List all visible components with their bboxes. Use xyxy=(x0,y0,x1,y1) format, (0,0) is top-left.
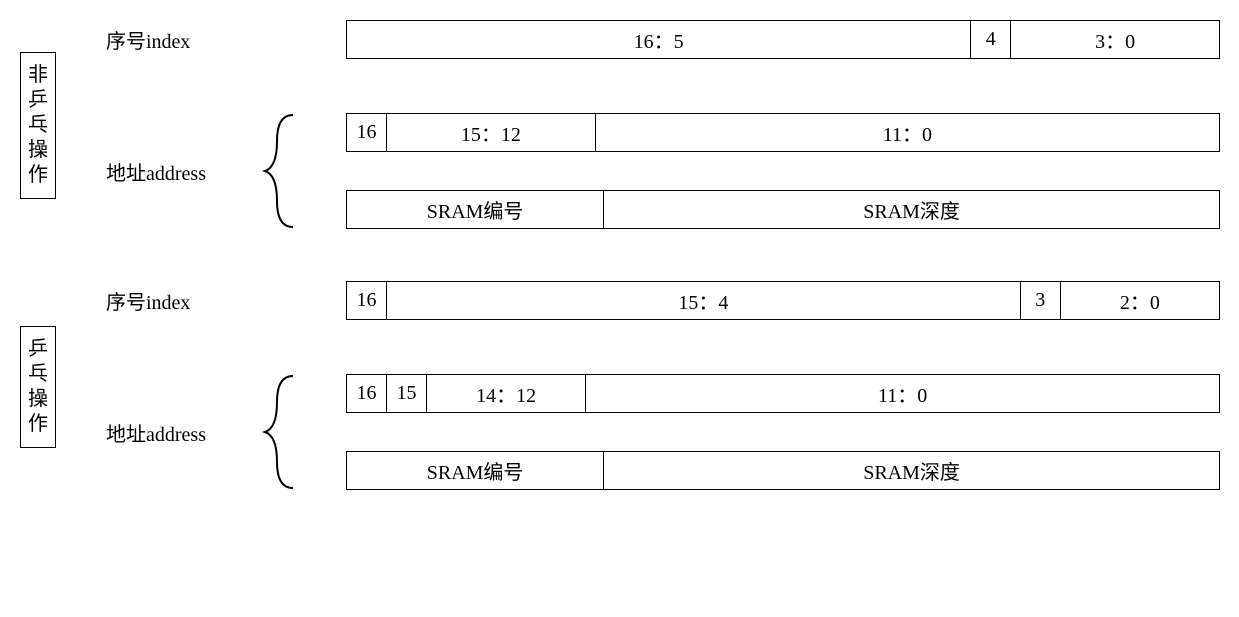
bitrow-address-labels-nonpingpong: SRAM编号 SRAM深度 xyxy=(346,190,1220,229)
cell: 16 xyxy=(347,114,387,151)
cell: 15：4 xyxy=(387,282,1021,319)
cell: 4 xyxy=(971,21,1011,58)
cell: 15 xyxy=(387,375,427,412)
vchar: 乒 xyxy=(28,88,48,113)
vchar: 操 xyxy=(28,138,48,163)
vchar: 乒 xyxy=(28,337,48,362)
cell: SRAM编号 xyxy=(347,452,604,489)
bitrow-address-labels-pingpong: SRAM编号 SRAM深度 xyxy=(346,451,1220,490)
vchar: 非 xyxy=(28,63,48,88)
brace-icon xyxy=(256,111,306,231)
label-address: 地址address xyxy=(106,418,256,447)
address-group-pingpong: 地址address 16 15 14：12 11：0 SRAM编号 xyxy=(106,372,1220,492)
cell: 14：12 xyxy=(427,375,586,412)
diagram: 非 乒 乓 操 作 序号index 16：5 4 3：0 地址address xyxy=(20,20,1220,492)
bitrow-index-pingpong: 16 15：4 3 2：0 xyxy=(346,281,1220,320)
label-index: 序号index xyxy=(106,25,346,54)
cell: 11：0 xyxy=(586,375,1219,412)
row-index-nonpingpong: 序号index 16：5 4 3：0 xyxy=(106,20,1220,59)
vchar: 乓 xyxy=(28,362,48,387)
bitrow-address-bits-pingpong: 16 15 14：12 11：0 xyxy=(346,374,1220,413)
cell: SRAM深度 xyxy=(604,191,1219,228)
row-index-pingpong: 序号index 16 15：4 3 2：0 xyxy=(106,281,1220,320)
content-nonpingpong: 序号index 16：5 4 3：0 地址address 16 xyxy=(106,20,1220,231)
section-pingpong: 乒 乓 操 作 序号index 16 15：4 3 2：0 地址address xyxy=(20,281,1220,492)
cell: 3：0 xyxy=(1011,21,1219,58)
content-pingpong: 序号index 16 15：4 3 2：0 地址address xyxy=(106,281,1220,492)
vchar: 操 xyxy=(28,387,48,412)
cell: 3 xyxy=(1021,282,1061,319)
label-index: 序号index xyxy=(106,286,346,315)
label-address: 地址address xyxy=(106,157,256,186)
address-rows-pingpong: 16 15 14：12 11：0 SRAM编号 SRAM深度 xyxy=(306,374,1220,490)
cell: 2：0 xyxy=(1061,282,1219,319)
cell: SRAM编号 xyxy=(347,191,604,228)
cell: 11：0 xyxy=(596,114,1219,151)
vchar: 乓 xyxy=(28,113,48,138)
cell: 16 xyxy=(347,282,387,319)
vchar: 作 xyxy=(28,163,48,188)
cell: SRAM深度 xyxy=(604,452,1219,489)
cell: 15：12 xyxy=(387,114,596,151)
section-nonpingpong: 非 乒 乓 操 作 序号index 16：5 4 3：0 地址address xyxy=(20,20,1220,231)
brace-icon xyxy=(256,372,306,492)
bitrow-index-nonpingpong: 16：5 4 3：0 xyxy=(346,20,1220,59)
vertical-label-nonpingpong: 非 乒 乓 操 作 xyxy=(20,52,56,199)
vertical-label-pingpong: 乒 乓 操 作 xyxy=(20,326,56,448)
address-group-nonpingpong: 地址address 16 15：12 11：0 SRAM编号 SRAM深度 xyxy=(106,111,1220,231)
cell: 16：5 xyxy=(347,21,971,58)
cell: 16 xyxy=(347,375,387,412)
bitrow-address-bits-nonpingpong: 16 15：12 11：0 xyxy=(346,113,1220,152)
address-rows-nonpingpong: 16 15：12 11：0 SRAM编号 SRAM深度 xyxy=(306,113,1220,229)
vchar: 作 xyxy=(28,412,48,437)
